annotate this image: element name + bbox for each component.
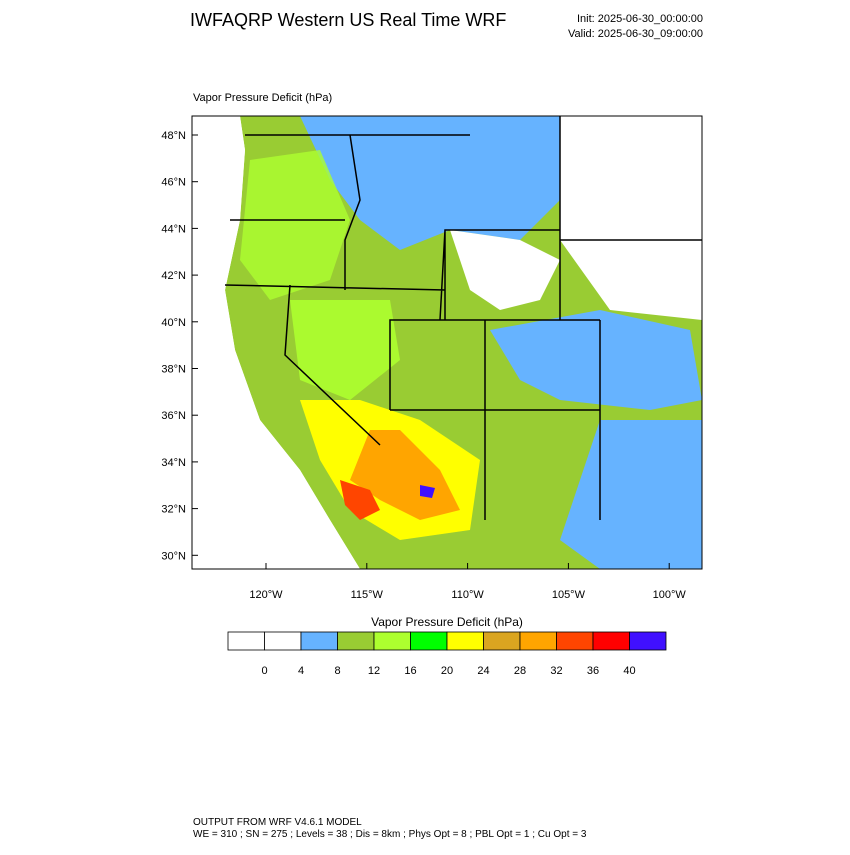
colorbar-box bbox=[300, 631, 338, 651]
colorbar-box bbox=[264, 631, 302, 651]
ocean bbox=[192, 116, 360, 569]
orange-region bbox=[350, 430, 460, 520]
blue-region bbox=[490, 310, 702, 410]
colorbar-box bbox=[556, 631, 594, 651]
colorbar-label: 36 bbox=[587, 665, 599, 677]
colorbar-box bbox=[410, 631, 448, 651]
colorbar: 0 4 8 12 16 20 24 28 32 36 40 bbox=[227, 631, 667, 677]
colorbar-box bbox=[227, 631, 265, 651]
colorbar-label: 16 bbox=[404, 665, 416, 677]
colorbar-label: 0 bbox=[261, 665, 267, 677]
lat-label: 30°N bbox=[161, 550, 186, 562]
colorbar-box bbox=[373, 631, 411, 651]
init-time: Init: 2025-06-30_00:00:00 bbox=[577, 13, 703, 25]
white-region bbox=[450, 230, 560, 310]
lon-label: 105°W bbox=[552, 589, 586, 601]
footer-line: WE = 310 ; SN = 275 ; Levels = 38 ; Dis … bbox=[193, 829, 587, 840]
green-region bbox=[240, 150, 350, 300]
lat-label: 34°N bbox=[161, 457, 186, 469]
legend-title: Vapor Pressure Deficit (hPa) bbox=[371, 615, 523, 629]
blue-region bbox=[560, 420, 702, 569]
colorbar-box bbox=[446, 631, 484, 651]
lon-label: 110°W bbox=[451, 589, 484, 601]
lat-label: 46°N bbox=[161, 177, 186, 189]
colorbar-label: 8 bbox=[334, 665, 340, 677]
colorbar-label: 28 bbox=[514, 665, 526, 677]
purple-region bbox=[420, 485, 435, 498]
lon-label: 100°W bbox=[653, 589, 687, 601]
lat-label: 44°N bbox=[161, 223, 186, 235]
colorbar-box bbox=[483, 631, 521, 651]
panel-title: Vapor Pressure Deficit (hPa) bbox=[193, 92, 332, 104]
state-borders bbox=[224, 116, 702, 520]
colorbar-label: 20 bbox=[441, 665, 453, 677]
colorbar-label: 24 bbox=[477, 665, 489, 677]
white-region bbox=[560, 116, 702, 320]
colorbar-box bbox=[629, 631, 667, 651]
blue-region bbox=[300, 116, 560, 250]
lat-label: 36°N bbox=[161, 410, 186, 422]
lat-label: 42°N bbox=[161, 270, 186, 282]
map-frame bbox=[191, 115, 703, 570]
green-region bbox=[290, 300, 400, 400]
colorbar-box bbox=[337, 631, 375, 651]
colorbar-label: 4 bbox=[298, 665, 304, 677]
valid-time: Valid: 2025-06-30_09:00:00 bbox=[568, 28, 703, 40]
colorbar-box bbox=[519, 631, 557, 651]
colorbar-box bbox=[592, 631, 630, 651]
lon-label: 115°W bbox=[351, 589, 384, 601]
footer-line: OUTPUT FROM WRF V4.6.1 MODEL bbox=[193, 817, 362, 828]
lat-label: 38°N bbox=[161, 364, 186, 376]
red-region bbox=[340, 480, 380, 520]
map bbox=[191, 115, 703, 570]
lat-label: 48°N bbox=[161, 130, 186, 142]
lat-label: 40°N bbox=[161, 317, 186, 329]
title: IWFAQRP Western US Real Time WRF bbox=[190, 10, 506, 30]
lat-label: 32°N bbox=[161, 504, 186, 516]
colorbar-label: 12 bbox=[368, 665, 380, 677]
lon-label: 120°W bbox=[249, 589, 283, 601]
colorbar-label: 40 bbox=[623, 665, 635, 677]
map-axes: 48°N 46°N 44°N 42°N 40°N 38°N 36°N 34°N 32°N 30°N… bbox=[161, 130, 686, 601]
colorbar-label: 32 bbox=[550, 665, 562, 677]
